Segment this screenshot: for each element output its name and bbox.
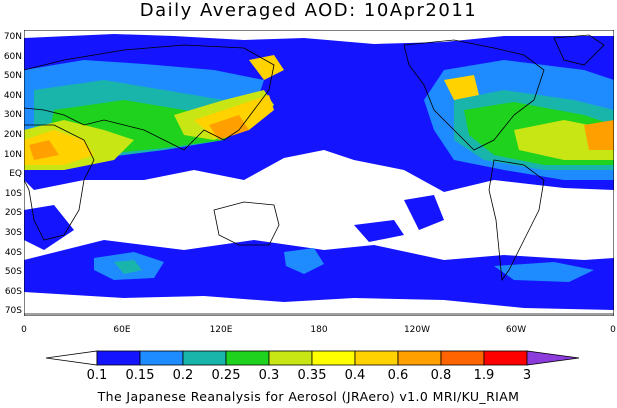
colorbar-label: 0.35	[297, 368, 327, 383]
colorbar-label: 0.2	[172, 368, 194, 383]
colorbar-cell	[45, 350, 98, 366]
aod-world-map	[24, 30, 614, 316]
colorbar-cell	[440, 350, 485, 366]
credit-line: The Japanese Reanalysis for Aerosol (JRA…	[97, 389, 520, 404]
colorbar-label: 0.15	[125, 368, 155, 383]
colorbar-label: 0.4	[344, 368, 366, 383]
lat-label: 20N	[3, 130, 22, 140]
coastlines	[24, 34, 614, 315]
lon-label: 60E	[113, 325, 131, 335]
lon-label: 120E	[209, 325, 233, 335]
lon-label: 0	[610, 325, 616, 335]
colorbar-cell	[526, 350, 580, 366]
lat-label: 60S	[4, 287, 22, 297]
colorbar-label: 0.6	[387, 368, 409, 383]
lon-label: 0	[21, 325, 27, 335]
colorbar-cell	[311, 350, 356, 366]
lat-label: EQ	[9, 169, 22, 179]
lon-label: 60W	[505, 325, 527, 335]
lat-label: 10S	[4, 189, 22, 199]
colorbar-cell	[483, 350, 528, 366]
colorbar-label: 0.8	[430, 368, 452, 383]
colorbar-cell	[182, 350, 227, 366]
colorbar-cell	[225, 350, 270, 366]
lat-label: 10N	[3, 150, 22, 160]
lat-label: 70N	[3, 32, 22, 42]
colorbar-label: 0.1	[86, 368, 108, 383]
colorbar-label: 1.9	[473, 368, 495, 383]
lat-label: 30S	[4, 228, 22, 238]
aod-colorbar	[45, 350, 580, 366]
lon-label: 180	[310, 325, 328, 335]
colorbar-cell	[139, 350, 184, 366]
lat-label: 20S	[4, 208, 22, 218]
lat-label: 30N	[3, 110, 22, 120]
colorbar-label: 0.3	[258, 368, 280, 383]
lat-label: 40S	[4, 248, 22, 258]
lat-label: 50S	[4, 267, 22, 277]
colorbar-cell	[96, 350, 141, 366]
lat-label: 60N	[3, 52, 22, 62]
lat-label: 70S	[4, 306, 22, 316]
colorbar-label: 0.25	[211, 368, 241, 383]
colorbar-cell	[354, 350, 399, 366]
colorbar-label: 3	[522, 368, 532, 383]
map-title: Daily Averaged AOD: 10Apr2011	[139, 0, 478, 21]
lon-label: 120W	[403, 325, 431, 335]
aod-field	[24, 34, 614, 310]
lat-label: 50N	[3, 71, 22, 81]
colorbar-cell	[397, 350, 442, 366]
colorbar-cell	[268, 350, 313, 366]
lat-label: 40N	[3, 91, 22, 101]
